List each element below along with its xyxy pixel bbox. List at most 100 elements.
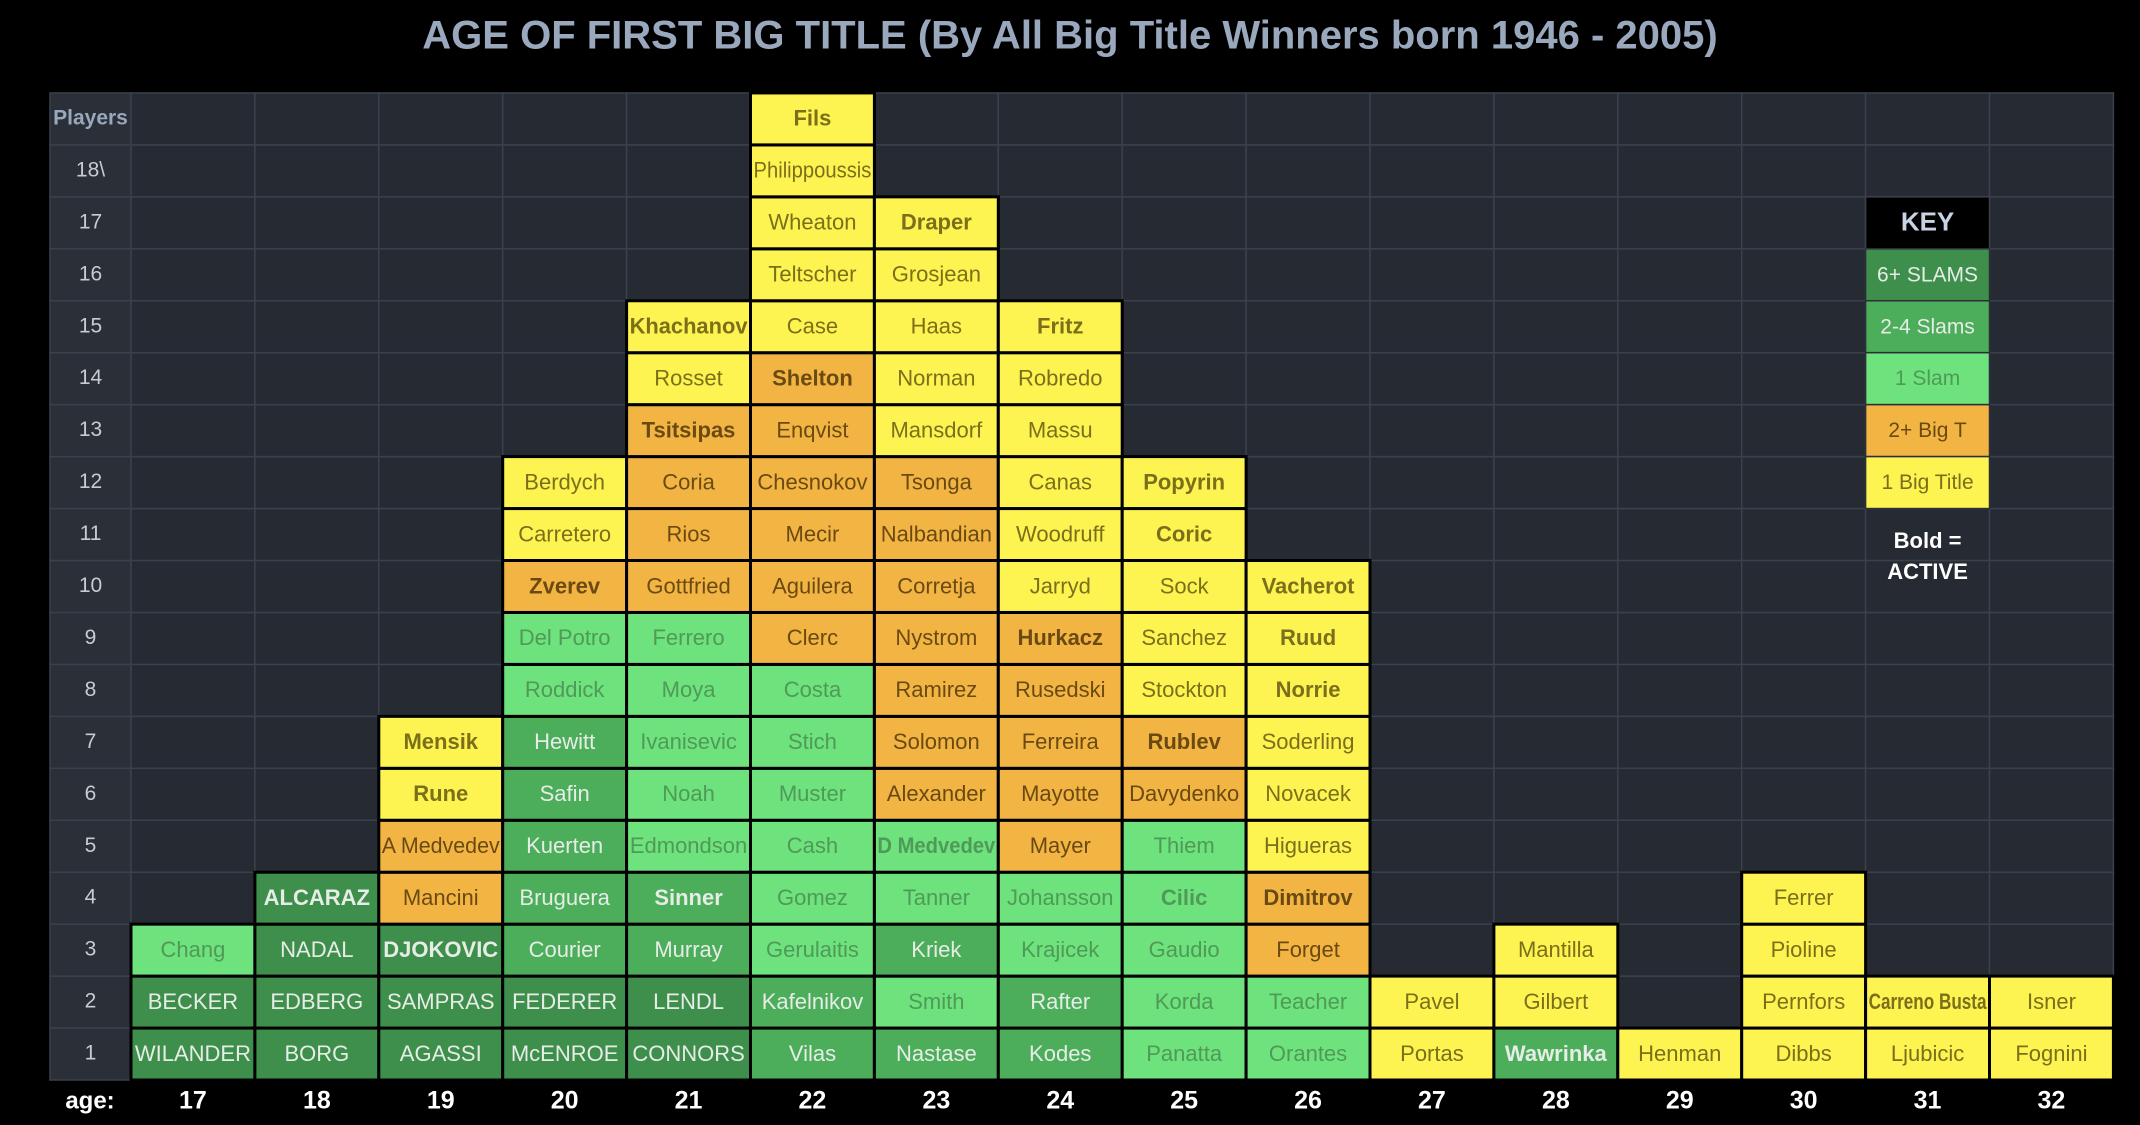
age-label: 24	[1046, 1087, 1074, 1115]
key-label: 2+ Big T	[1888, 419, 1967, 442]
player-name: Ferreira	[1022, 729, 1100, 754]
player-name: WILANDER	[135, 1041, 251, 1066]
grid-cell	[49, 403, 132, 458]
grid-cell	[1493, 819, 1619, 873]
grid-cell	[1740, 455, 1867, 510]
grid-cell	[1369, 923, 1495, 977]
player-cell	[749, 559, 876, 614]
player-cell	[625, 559, 752, 614]
grid-cell	[1121, 403, 1247, 458]
player-name: Kafelnikov	[762, 989, 864, 1014]
player-name: DJOKOVIC	[383, 937, 498, 962]
grid-cell	[1617, 144, 1743, 198]
grid-cell	[130, 871, 256, 925]
grid-cell	[1493, 92, 1619, 146]
player-name: Gomez	[777, 885, 848, 910]
grid-cell	[1245, 507, 1371, 562]
grid-cell	[997, 92, 1123, 146]
grid-cell	[254, 455, 380, 510]
player-name: Mayer	[1030, 833, 1091, 858]
grid-cell	[1988, 871, 2115, 925]
player-name: BECKER	[148, 989, 238, 1014]
player-name: Teacher	[1269, 989, 1347, 1014]
grid-cell	[1121, 351, 1247, 406]
age-label: 30	[1790, 1087, 1818, 1115]
player-cell	[1740, 870, 1868, 926]
player-cell	[1244, 818, 1372, 874]
player-cell	[625, 403, 752, 459]
row-label: Players	[53, 106, 128, 129]
player-name: Gottfried	[646, 573, 730, 598]
grid-cell	[1493, 715, 1619, 770]
grid-cell	[1988, 663, 2115, 718]
grid-cell	[501, 144, 628, 198]
player-name: Roddick	[525, 677, 605, 702]
player-name: Bruguera	[519, 885, 610, 910]
grid-cell	[378, 611, 504, 666]
grid-cell	[1245, 92, 1371, 146]
player-name: Kuerten	[526, 833, 603, 858]
grid-cell	[378, 92, 504, 146]
grid-cell	[49, 663, 132, 718]
grid-cell	[1245, 455, 1371, 510]
player-name: Mensik	[403, 729, 478, 754]
player-name: Robredo	[1018, 365, 1102, 390]
player-cell	[996, 870, 1124, 926]
grid-cell	[1740, 92, 1867, 146]
grid-cell	[1617, 715, 1743, 770]
player-cell	[1988, 1026, 2115, 1082]
player-cell	[996, 559, 1124, 614]
player-name: Stich	[788, 729, 837, 754]
grid-cell	[254, 819, 380, 873]
grid-cell	[1493, 611, 1619, 666]
player-name: Norrie	[1276, 677, 1341, 702]
row-label: 11	[80, 522, 102, 545]
player-name: Rusedski	[1015, 677, 1105, 702]
player-cell	[996, 974, 1124, 1030]
grid-cell	[130, 403, 256, 458]
grid-cell	[1988, 507, 2115, 562]
grid-cell	[49, 975, 132, 1029]
player-cell	[872, 507, 1000, 562]
player-cell	[996, 507, 1124, 562]
grid-cell	[1617, 767, 1743, 821]
grid-cell	[1121, 196, 1247, 250]
player-name: Jarryd	[1030, 573, 1091, 598]
player-name: Ruud	[1280, 625, 1336, 650]
grid-cell	[254, 559, 380, 614]
player-name: Vilas	[789, 1041, 836, 1066]
player-cell	[1244, 610, 1372, 666]
player-name: Rosset	[654, 365, 722, 390]
player-cell	[129, 1026, 257, 1082]
grid-cell	[1617, 92, 1743, 146]
player-name: CONNORS	[632, 1041, 744, 1066]
grid-cell	[378, 507, 504, 562]
player-name: Orantes	[1269, 1041, 1347, 1066]
player-cell	[872, 247, 1000, 303]
player-name: FEDERER	[512, 989, 617, 1014]
player-name: Dibbs	[1776, 1041, 1832, 1066]
player-cell	[501, 922, 629, 978]
grid-cell	[1740, 300, 1867, 354]
grid-cell	[501, 248, 628, 302]
age-label: 18	[303, 1087, 331, 1115]
grid-cell	[1369, 248, 1495, 302]
player-name: Rublev	[1147, 729, 1221, 754]
player-name: Sanchez	[1141, 625, 1227, 650]
player-cell	[1120, 559, 1248, 614]
player-name: AGASSI	[400, 1041, 482, 1066]
player-name: LENDL	[653, 989, 724, 1014]
player-name: Vacherot	[1262, 573, 1356, 598]
key-label: 1 Slam	[1895, 367, 1960, 390]
player-cell	[625, 714, 752, 770]
age-label: 20	[551, 1087, 579, 1115]
player-name: Soderling	[1262, 729, 1355, 754]
player-name: Forget	[1276, 937, 1340, 962]
player-name: Berdych	[524, 469, 605, 494]
player-name: Ferrero	[652, 625, 724, 650]
player-name: Murray	[654, 937, 722, 962]
player-name: ALCARAZ	[264, 885, 370, 910]
age-label: 17	[179, 1087, 207, 1115]
player-name: Del Potro	[519, 625, 611, 650]
grid-cell	[1493, 663, 1619, 718]
